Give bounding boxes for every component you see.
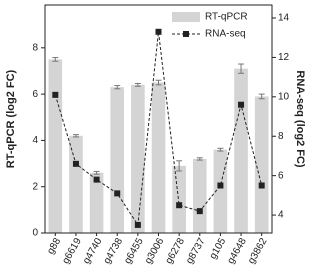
y-tick-label: 4 bbox=[32, 135, 38, 146]
chart: RT-qPCR (log2 FC) RNA-seq (log2 FC) 0 2 4 6… bbox=[5, 4, 306, 266]
error-bar bbox=[114, 85, 121, 90]
x-tick-label: g8737 bbox=[184, 236, 208, 266]
y2-tick-label: 4 bbox=[278, 210, 284, 221]
marker bbox=[176, 202, 183, 209]
legend-marker bbox=[183, 31, 189, 37]
x-tick-label: g105 bbox=[208, 236, 229, 261]
marker bbox=[258, 182, 265, 189]
bar bbox=[151, 82, 166, 233]
x-tick-label: g88 bbox=[45, 236, 63, 256]
marker bbox=[52, 91, 59, 98]
legend-label: RT-qPCR bbox=[205, 12, 248, 23]
marker bbox=[238, 101, 245, 108]
y2-tick-label: 6 bbox=[278, 170, 284, 181]
error-bar bbox=[134, 82, 141, 87]
y2-tick-label: 14 bbox=[278, 13, 290, 24]
bar bbox=[172, 165, 186, 233]
y2-axis-label: RNA-seq (log2 FC) bbox=[294, 70, 306, 168]
bar bbox=[131, 84, 145, 233]
y2-tick-label: 8 bbox=[278, 131, 284, 142]
x-tick-label: g6455 bbox=[122, 236, 146, 266]
plot-frame bbox=[44, 4, 273, 234]
bar bbox=[89, 172, 104, 233]
bar bbox=[254, 96, 269, 233]
error-bar bbox=[52, 57, 59, 62]
bar bbox=[110, 87, 125, 233]
x-tick-label: g6278 bbox=[164, 236, 188, 266]
y2-tick-label: 10 bbox=[278, 91, 290, 102]
x-tick-label: g4738 bbox=[102, 236, 126, 266]
y-tick-label: 8 bbox=[32, 42, 38, 53]
legend-label: RNA-seq bbox=[205, 29, 246, 40]
line bbox=[54, 31, 263, 227]
error-bar bbox=[93, 170, 100, 175]
marker bbox=[93, 176, 100, 183]
error-bar bbox=[155, 79, 162, 86]
marker bbox=[217, 182, 224, 189]
bar bbox=[234, 68, 248, 234]
marker bbox=[114, 190, 121, 197]
bar bbox=[48, 59, 63, 234]
bar bbox=[192, 158, 207, 233]
bar bbox=[213, 149, 228, 233]
marker bbox=[72, 160, 79, 167]
x-tick-label: g4740 bbox=[81, 236, 105, 266]
y-tick-label: 2 bbox=[32, 181, 38, 192]
legend-swatch bbox=[172, 12, 200, 22]
y-tick-label: 0 bbox=[32, 228, 38, 239]
error-bar bbox=[72, 134, 79, 138]
x-tick-label: g3006 bbox=[143, 236, 167, 266]
x-tick-label: g6619 bbox=[60, 236, 84, 266]
bar bbox=[69, 135, 83, 233]
marker bbox=[155, 28, 162, 35]
error-bar bbox=[258, 93, 265, 100]
marker bbox=[196, 208, 203, 215]
x-tick-label: g3862 bbox=[246, 236, 270, 266]
y2-tick-label: 12 bbox=[278, 52, 290, 63]
x-tick-label: g4648 bbox=[225, 236, 249, 266]
error-bar bbox=[238, 63, 245, 74]
error-bar bbox=[217, 147, 224, 152]
error-bar bbox=[196, 157, 203, 161]
marker bbox=[134, 221, 141, 228]
y-tick-label: 6 bbox=[32, 89, 38, 100]
error-bar bbox=[176, 160, 183, 172]
y-axis-label: RT-qPCR (log2 FC) bbox=[5, 69, 17, 168]
